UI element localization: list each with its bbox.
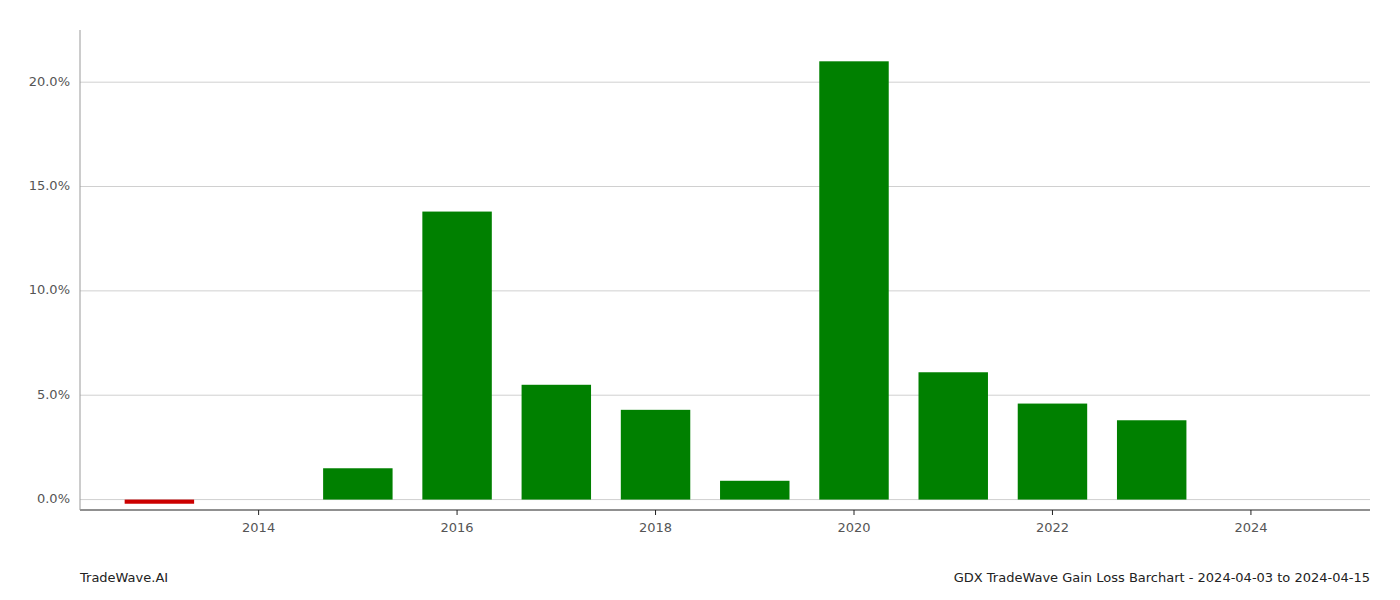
x-tick-label: 2024 — [1234, 520, 1267, 535]
bar — [422, 212, 491, 500]
chart-title: GDX TradeWave Gain Loss Barchart - 2024-… — [954, 570, 1370, 585]
grid-line — [80, 395, 1370, 396]
y-tick-label: 0.0% — [37, 491, 70, 506]
x-tick — [258, 510, 259, 515]
bars — [125, 61, 1187, 503]
bar — [1018, 404, 1087, 500]
x-tick — [1250, 510, 1251, 515]
x-tick-label: 2022 — [1036, 520, 1069, 535]
x-tick-label: 2014 — [242, 520, 275, 535]
brand-label: TradeWave.AI — [79, 570, 168, 585]
x-tick — [655, 510, 656, 515]
bar — [819, 61, 888, 499]
x-tick-label: 2018 — [639, 520, 672, 535]
bar — [621, 410, 690, 500]
y-tick-label: 20.0% — [29, 74, 70, 89]
x-tick — [457, 510, 458, 515]
grid-line — [80, 290, 1370, 291]
y-axis-line — [80, 30, 81, 510]
y-tick-label: 15.0% — [29, 178, 70, 193]
bar — [720, 481, 789, 500]
x-tick — [1052, 510, 1053, 515]
grid-line — [80, 186, 1370, 187]
y-grid — [80, 82, 1370, 499]
bar — [522, 385, 591, 500]
y-tick-label: 10.0% — [29, 282, 70, 297]
y-tick-label: 5.0% — [37, 387, 70, 402]
x-tick-label: 2020 — [837, 520, 870, 535]
bar — [323, 468, 392, 499]
chart-container: 0.0% 5.0% 10.0% 15.0% 20.0% 2014 2016 2018 2020 2… — [0, 0, 1400, 600]
bar — [1117, 420, 1186, 499]
chart-svg: 0.0% 5.0% 10.0% 15.0% 20.0% 2014 2016 2018 2020 2… — [0, 0, 1400, 600]
x-tick — [854, 510, 855, 515]
bar — [919, 372, 988, 499]
x-axis-line — [80, 509, 1370, 510]
x-tick-label: 2016 — [441, 520, 474, 535]
bar — [125, 500, 194, 504]
grid-line — [80, 82, 1370, 83]
